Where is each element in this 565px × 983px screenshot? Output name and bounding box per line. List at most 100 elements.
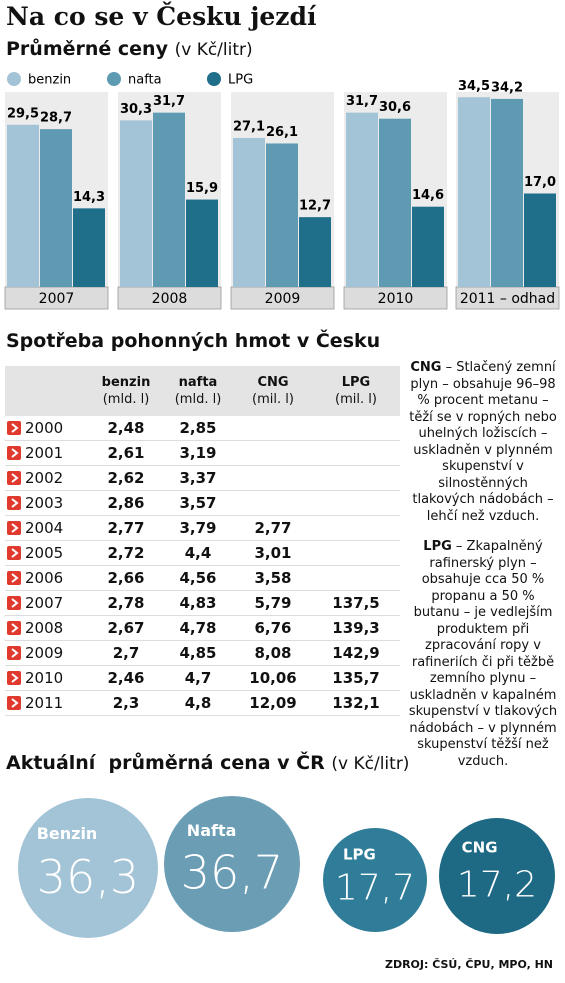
year-cell: 2007 [5, 590, 90, 616]
value-cell [312, 540, 400, 566]
value-label: 34,2 [491, 80, 523, 95]
circle-name: CNG [462, 839, 498, 857]
value-cell: 8,08 [234, 640, 312, 666]
value-cell: 3,57 [162, 490, 234, 516]
value-cell: 2,66 [90, 565, 162, 591]
value-cell: 2,3 [90, 690, 162, 716]
note: CNG – Stlačený zemní plyn – obsahuje 96–… [408, 360, 558, 525]
bar [412, 206, 444, 287]
table-row: 2008 2,67 4,78 6,76 139,3 [5, 615, 400, 641]
value: 3,37 [179, 469, 217, 487]
marker-box [7, 471, 21, 485]
marker-arrow [11, 698, 19, 708]
bar [266, 143, 298, 287]
note-text: – Zkapalněný rafinerský plyn – obsahuje … [408, 539, 558, 769]
table-row: 2002 2,62 3,37 [5, 465, 400, 491]
value-cell [312, 490, 400, 516]
value-cell: 2,86 [90, 490, 162, 516]
header-unit: (mld. l) [102, 392, 150, 407]
value-cell: 4,78 [162, 615, 234, 641]
value: 3,57 [179, 494, 217, 512]
year: 2005 [25, 544, 64, 562]
value-cell [234, 465, 312, 491]
category-label: 2008 [152, 291, 188, 307]
row-marker [7, 646, 21, 660]
bar [120, 120, 152, 287]
marker-arrow [11, 423, 19, 433]
marker-box [7, 496, 21, 510]
year-cell: 2004 [5, 515, 90, 541]
note: LPG – Zkapalněný rafinerský plyn – obsah… [408, 539, 558, 770]
table-row: 2006 2,66 4,56 3,58 [5, 565, 400, 591]
value-cell: 2,62 [90, 465, 162, 491]
value-cell: 12,09 [234, 690, 312, 716]
value: 2,78 [107, 594, 145, 612]
legend-label: LPG [228, 73, 253, 88]
header-cell: nafta (mld. l) [162, 366, 234, 416]
value: 139,3 [332, 619, 380, 637]
table-row: 2005 2,72 4,4 3,01 [5, 540, 400, 566]
marker-box [7, 421, 21, 435]
table-row: 2009 2,7 4,85 8,08 142,9 [5, 640, 400, 666]
current-unit: (v Kč/litr) [331, 754, 410, 774]
year: 2003 [25, 494, 64, 512]
value: 2,72 [107, 544, 145, 562]
note-term: LPG [423, 539, 452, 554]
value-cell: 4,56 [162, 565, 234, 591]
value-cell: 137,5 [312, 590, 400, 616]
marker-arrow [11, 448, 19, 458]
value-label: 30,6 [379, 100, 411, 115]
value: 3,58 [254, 569, 292, 587]
value-label: 28,7 [40, 111, 72, 126]
value-label: 29,5 [7, 106, 39, 121]
year-cell: 2011 [5, 690, 90, 716]
year-cell: 2005 [5, 540, 90, 566]
circle-name: Benzin [37, 824, 98, 843]
marker-box [7, 671, 21, 685]
value: 2,86 [107, 494, 145, 512]
table-row: 2004 2,77 3,79 2,77 [5, 515, 400, 541]
row-marker [7, 446, 21, 460]
marker-box [7, 446, 21, 460]
value: 4,78 [179, 619, 217, 637]
header-unit: (mil. l) [252, 392, 294, 407]
legend-swatch [7, 72, 21, 86]
chart-subtitle: (v Kč/litr) [174, 40, 253, 60]
value: 4,4 [184, 544, 212, 562]
year-cell: 2002 [5, 465, 90, 491]
value: 137,5 [332, 594, 380, 612]
header-cell: CNG (mil. l) [234, 366, 312, 416]
price-circles: Benzin 36,3 Nafta 36,7 LPG 17,7 CNG 17,2 [18, 796, 555, 938]
value-cell: 3,79 [162, 515, 234, 541]
marker-box [7, 646, 21, 660]
marker-arrow [11, 623, 19, 633]
price-circle [18, 798, 158, 938]
marker-arrow [11, 573, 19, 583]
marker-arrow [11, 598, 19, 608]
year: 2004 [25, 519, 64, 537]
year-cell: 2009 [5, 640, 90, 666]
current-title: Aktuální průměrná cena v ČR [6, 752, 325, 774]
value-cell: 10,06 [234, 665, 312, 691]
value: 12,09 [249, 694, 297, 712]
marker-arrow [11, 673, 19, 683]
bar [73, 208, 105, 287]
value: 2,61 [107, 444, 145, 462]
year-cell: 2003 [5, 490, 90, 516]
value-cell [234, 416, 312, 441]
year: 2006 [25, 569, 64, 587]
value: 6,76 [254, 619, 292, 637]
value-label: 26,1 [266, 125, 298, 140]
value-cell: 2,85 [162, 416, 234, 441]
circle-name: Nafta [187, 821, 237, 840]
value-label: 15,9 [186, 181, 218, 196]
bar [524, 193, 556, 287]
year-cell: 2001 [5, 440, 90, 466]
source: ZDROJ: ČSÚ, ČPU, MPO, HN [384, 958, 553, 971]
year: 2010 [25, 669, 64, 687]
marker-arrow [11, 648, 19, 658]
bar [40, 129, 72, 287]
row-marker [7, 571, 21, 585]
header-name: CNG [257, 375, 289, 390]
value-cell [312, 515, 400, 541]
